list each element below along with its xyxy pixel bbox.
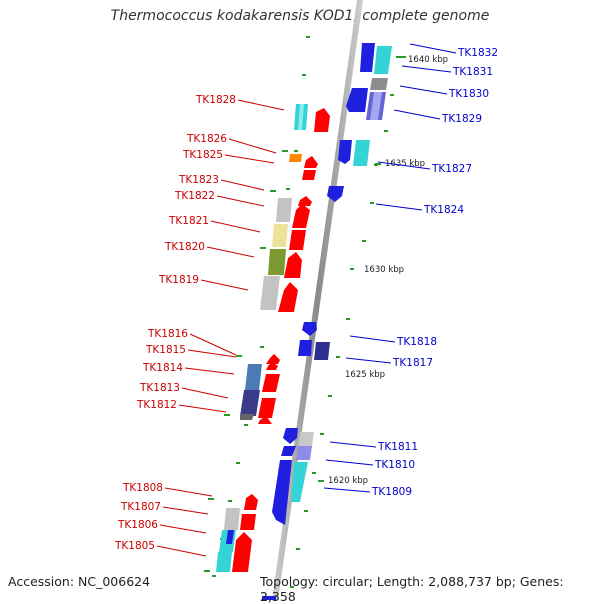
forward-strand-genes	[216, 104, 330, 572]
gene-label-tk1809[interactable]: TK1809	[371, 486, 412, 498]
leader-line	[323, 487, 371, 493]
kbp-scale: 1640 kbp 1635 kbp 1630 kbp 1625 kbp 1620…	[328, 55, 448, 486]
gene-tk1825-shape	[304, 156, 318, 168]
leader-line	[399, 85, 448, 95]
kbp-label: 1630 kbp	[364, 265, 404, 275]
gene-tk1824-shape	[327, 186, 344, 202]
gene-label-tk1818[interactable]: TK1818	[396, 336, 437, 348]
gene-tk1832-shape	[360, 43, 375, 72]
leader-line	[220, 179, 265, 191]
reverse-gene-labels: TK1832 TK1831 TK1830 TK1829 TK1827 TK1824 TK18…	[323, 43, 498, 498]
gene-label-tk1810[interactable]: TK1810	[374, 459, 415, 471]
gene-label-tk1832[interactable]: TK1832	[457, 47, 498, 59]
gene-tk1814-shape	[245, 364, 262, 390]
gene-label-tk1830[interactable]: TK1830	[448, 88, 489, 100]
reverse-strand-genes	[262, 43, 392, 600]
gene-label-tk1829[interactable]: TK1829	[441, 113, 482, 125]
gene-tk1816-shape	[266, 354, 280, 364]
gene-label-tk1808[interactable]: TK1808	[122, 482, 163, 494]
gene-label-tk1814[interactable]: TK1814	[142, 362, 183, 374]
tick-marks	[204, 36, 406, 588]
gene-tk1826-shape	[289, 154, 302, 162]
kbp-label: 1620 kbp	[328, 476, 368, 486]
gene-label-tk1824[interactable]: TK1824	[423, 204, 464, 216]
map-title: Thermococcus kodakarensis KOD1, complete…	[110, 8, 490, 24]
gene-tk1831-shape	[374, 46, 392, 74]
gene-tk1821-shape	[272, 224, 288, 247]
gene-tk1809-shape	[272, 460, 292, 525]
leader-line	[156, 545, 207, 557]
gene-label-tk1815[interactable]: TK1815	[145, 344, 186, 356]
gene-label-tk1816[interactable]: TK1816	[147, 328, 188, 340]
gene-label-tk1821[interactable]: TK1821	[168, 215, 209, 227]
gene-label-tk1811[interactable]: TK1811	[377, 441, 418, 453]
gene-label-tk1831[interactable]: TK1831	[452, 66, 493, 78]
gene-label-tk1822[interactable]: TK1822	[174, 190, 215, 202]
leader-line	[187, 349, 237, 358]
leader-line	[181, 387, 229, 399]
gene-tk1820-shape	[268, 249, 286, 275]
gene-label-tk1805[interactable]: TK1805	[114, 540, 155, 552]
gene-tk1822-shape	[276, 198, 292, 222]
leader-line	[228, 138, 277, 154]
leader-line	[162, 506, 209, 515]
leader-line	[159, 524, 207, 534]
forward-gene-labels: TK1828 TK1826 TK1825 TK1823 TK1822 TK1821 TK18…	[114, 94, 285, 557]
gene-tk1812-shape	[240, 414, 254, 420]
leader-line	[409, 43, 457, 54]
leader-line	[206, 246, 255, 258]
leader-line	[216, 195, 265, 207]
gene-tk1823-shape	[298, 196, 312, 206]
kbp-label: 1640 kbp	[408, 55, 448, 65]
gene-tk1813-shape	[240, 390, 260, 416]
gene-label-tk1820[interactable]: TK1820	[164, 241, 205, 253]
leader-line	[349, 335, 396, 343]
gene-label-tk1819[interactable]: TK1819	[158, 274, 199, 286]
leader-line	[375, 203, 423, 211]
gene-label-tk1807[interactable]: TK1807	[120, 501, 161, 513]
leader-line	[329, 441, 377, 448]
leader-line	[345, 357, 392, 364]
gene-label-tk1806[interactable]: TK1806	[117, 519, 158, 531]
gene-label-tk1827[interactable]: TK1827	[431, 163, 472, 175]
leader-line	[189, 333, 237, 356]
kbp-label: 1635 kbp	[385, 159, 425, 169]
leader-line	[237, 99, 285, 111]
gene-tk1807-shape	[224, 508, 240, 530]
leader-line	[210, 220, 261, 233]
leader-line	[325, 459, 374, 466]
gene-label-tk1823[interactable]: TK1823	[178, 174, 219, 186]
leader-line	[200, 279, 249, 291]
gene-tk1805-shape	[232, 532, 252, 572]
gene-label-tk1817[interactable]: TK1817	[392, 357, 433, 369]
kbp-label: 1625 kbp	[345, 370, 385, 380]
leader-line	[377, 161, 431, 170]
gene-tk1818-shape	[302, 322, 317, 336]
leader-line	[224, 154, 275, 164]
leader-line	[164, 487, 213, 497]
gene-tk1830-shape	[346, 88, 368, 112]
leader-line	[184, 367, 235, 375]
gene-tk1811-shape	[283, 428, 298, 444]
gene-tk1827-shape	[338, 140, 352, 164]
gene-tk1810-shape	[298, 432, 314, 446]
leader-line	[401, 65, 452, 73]
accession-text: Accession: NC_006624	[8, 574, 151, 589]
gene-label-tk1812[interactable]: TK1812	[136, 399, 177, 411]
gene-label-tk1826[interactable]: TK1826	[186, 133, 227, 145]
gene-tk1817-shape	[298, 340, 312, 356]
gene-label-tk1828[interactable]: TK1828	[195, 94, 236, 106]
gene-tk1808-shape	[244, 494, 258, 510]
gene-tk1819-shape	[260, 276, 280, 310]
leader-line	[393, 109, 441, 120]
leader-line	[178, 404, 227, 413]
gene-label-tk1813[interactable]: TK1813	[139, 382, 180, 394]
gene-label-tk1825[interactable]: TK1825	[182, 149, 223, 161]
